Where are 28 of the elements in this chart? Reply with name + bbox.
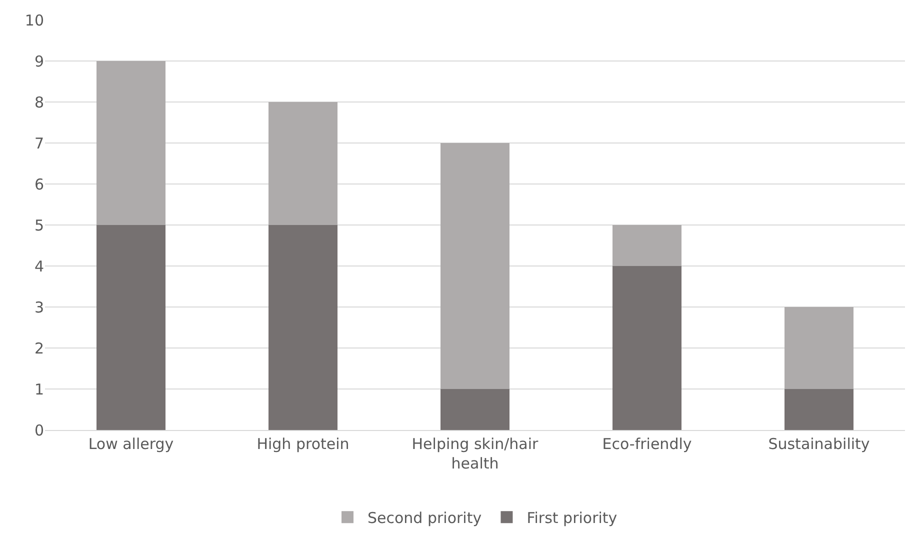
bar [612,266,682,430]
x-tick-label: Eco-friendly [602,435,692,453]
bar [784,389,854,430]
legend-label: First priority [526,508,618,527]
y-tick-label: 8 [34,93,44,112]
y-tick-label: 0 [34,421,44,440]
bar [440,389,510,430]
y-tick-label: 7 [34,134,44,152]
x-tick-label: High protein [256,435,350,453]
legend-label: Second priority [368,508,482,527]
x-tick-label: Sustainability [768,435,870,453]
y-tick-label: 10 [24,11,44,30]
y-tick-label: 3 [34,298,44,316]
y-tick-label: 4 [34,257,44,276]
bar [612,225,682,266]
y-tick-label: 9 [34,52,44,70]
bar [96,61,166,225]
x-tick-label: Low allergy [88,435,174,453]
bar [784,307,854,389]
bar [96,225,166,430]
y-tick-label: 2 [34,339,44,358]
y-tick-label: 5 [34,216,44,234]
x-tick-label: Helping skin/hair health [412,435,540,472]
bar [440,143,510,389]
bar [268,102,338,225]
y-tick-label: 6 [34,175,44,194]
bar [268,225,338,430]
y-tick-label: 1 [34,380,44,398]
